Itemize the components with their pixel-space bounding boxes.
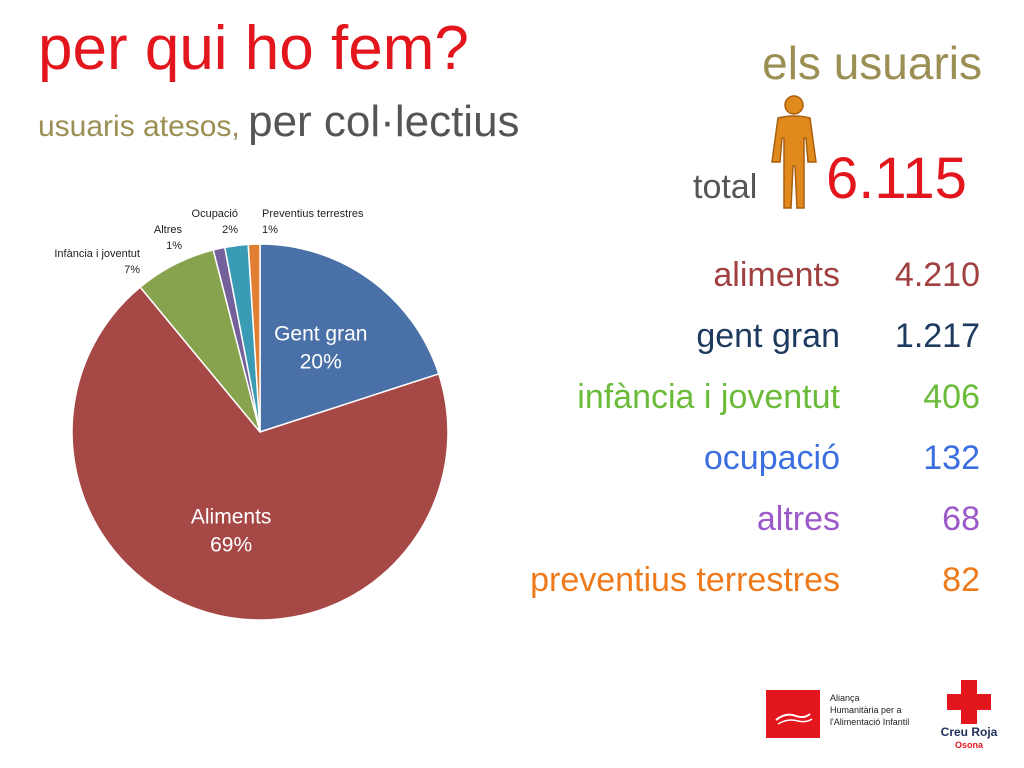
breakdown-value: 406 bbox=[923, 378, 980, 416]
breakdown-row: altres 68 bbox=[440, 502, 980, 563]
breakdown-label: infància i joventut bbox=[577, 378, 840, 416]
slice-label-altres: Altres 1% bbox=[154, 224, 183, 252]
slice-label-preventius-terrestres: Preventius terrestres 1% bbox=[262, 208, 364, 236]
breakdown-label: ocupació bbox=[703, 439, 840, 477]
breakdown-row: aliments 4.210 bbox=[440, 258, 980, 319]
total-value: 6.115 bbox=[826, 146, 967, 211]
alianca-line-2: Humanitària per a bbox=[830, 705, 902, 715]
slice-label-aliments: Aliments 69% bbox=[191, 505, 272, 556]
total-label: total bbox=[693, 168, 758, 206]
slice-label-infancia-i-joventut: Infància i joventut 7% bbox=[54, 248, 140, 276]
breakdown-row: preventius terrestres 82 bbox=[440, 563, 980, 624]
alianca-line-1: Aliança bbox=[830, 693, 860, 703]
pie-slice-aliments bbox=[71, 286, 449, 621]
breakdown-label: preventius terrestres bbox=[530, 561, 840, 599]
breakdown-value: 1.217 bbox=[894, 317, 980, 355]
breakdown-row: infància i joventut 406 bbox=[440, 380, 980, 441]
breakdown-value: 68 bbox=[942, 500, 980, 538]
breakdown-value: 82 bbox=[942, 561, 980, 599]
breakdown-label: aliments bbox=[713, 256, 840, 294]
subtitle-part-1: usuaris atesos, bbox=[38, 110, 249, 143]
page-subtitle: usuaris atesos, per col·lectius bbox=[38, 100, 520, 144]
breakdown-label: altres bbox=[756, 500, 840, 538]
subtitle-part-2: per col·lectius bbox=[248, 97, 520, 146]
breakdown-value: 132 bbox=[923, 439, 980, 477]
alianca-text: Aliança Humanitària per a l'Alimentació … bbox=[830, 692, 940, 728]
creu-roja-name: Creu Roja bbox=[941, 725, 998, 739]
alianca-line-3: l'Alimentació Infantil bbox=[830, 717, 910, 727]
footer-logos: Aliança Humanitària per a l'Alimentació … bbox=[766, 680, 998, 750]
page-title: per qui ho fem? bbox=[38, 14, 469, 83]
person-icon bbox=[770, 94, 818, 217]
breakdown-value: 4.210 bbox=[894, 256, 980, 294]
slice-label-ocupacio: Ocupació 2% bbox=[192, 208, 239, 236]
pie-slice-preventius-terrestres bbox=[247, 243, 261, 433]
breakdown-list: aliments 4.210 gent gran 1.217 infància i jo… bbox=[440, 258, 980, 624]
breakdown-row: gent gran 1.217 bbox=[440, 319, 980, 380]
slice-label-gent-gran: Gent gran 20% bbox=[274, 322, 367, 373]
section-title: els usuaris bbox=[762, 37, 982, 89]
creu-roja-logo: Creu Roja Osona bbox=[941, 680, 998, 750]
pie-slice-gent-gran bbox=[259, 243, 440, 434]
breakdown-label: gent gran bbox=[696, 317, 840, 355]
alianca-logo bbox=[766, 690, 820, 738]
breakdown-row: ocupació 132 bbox=[440, 441, 980, 502]
creu-roja-sub: Osona bbox=[955, 740, 984, 750]
pie-chart: Gent gran 20% Aliments 69% Infància i jovent… bbox=[54, 208, 449, 621]
